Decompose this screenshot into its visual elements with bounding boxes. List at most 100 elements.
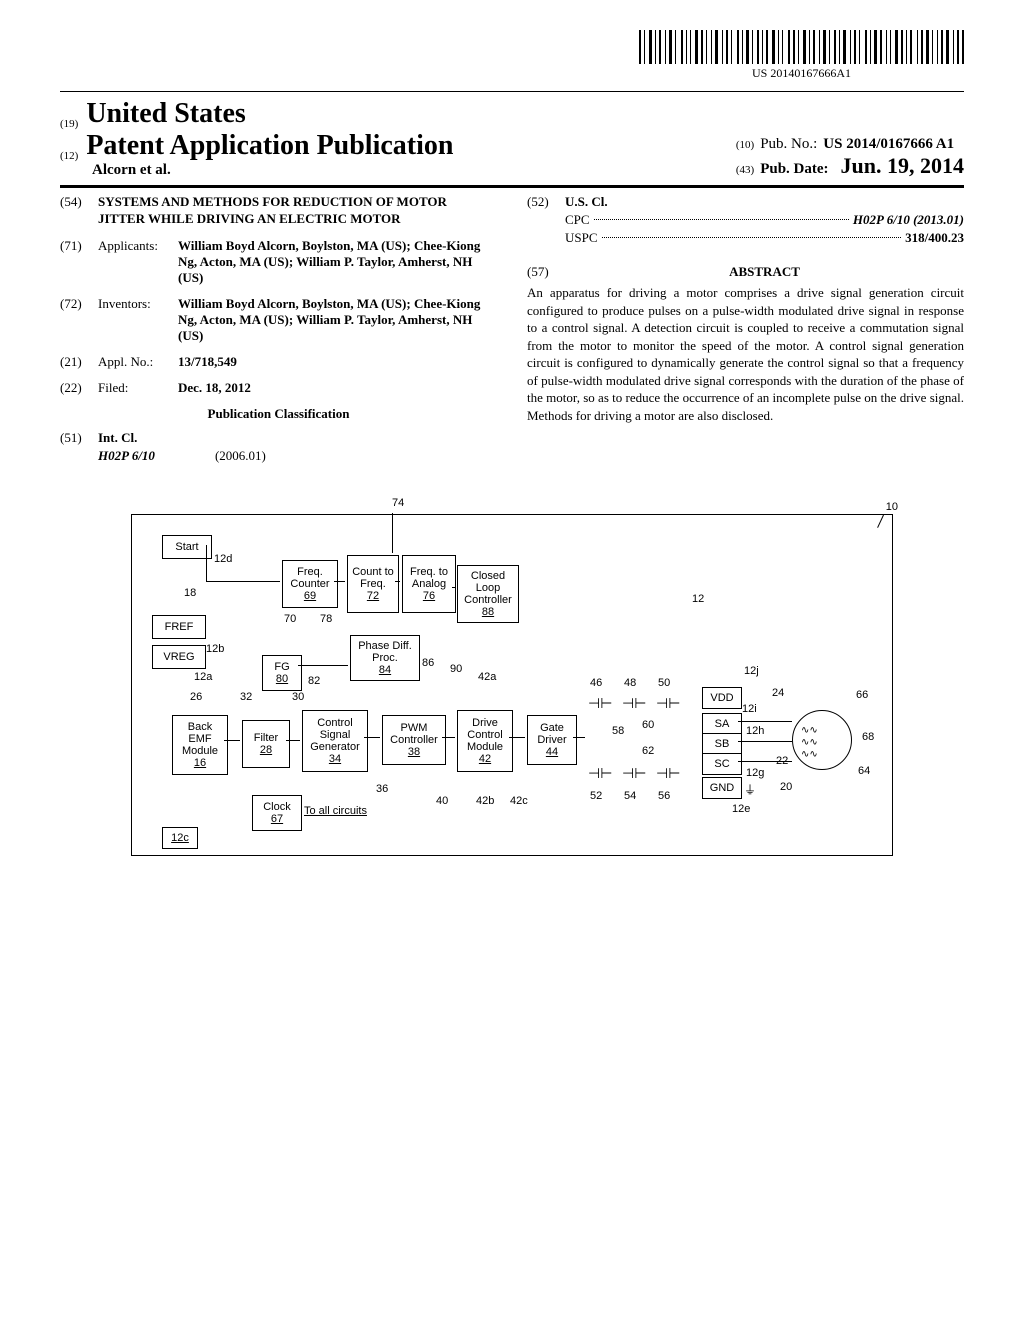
pubno-label: Pub. No.: [760, 136, 817, 153]
biblio-body: (54) SYSTEMS AND METHODS FOR REDUCTION O… [60, 194, 964, 474]
ref-42c: 42c [510, 795, 528, 807]
ref-12e: 12e [732, 803, 750, 815]
gnd-icon: ⏚ [744, 781, 756, 798]
ref-42b: 42b [476, 795, 494, 807]
ref-12i: 12i [742, 703, 757, 715]
transistor-icon: ⊣⊢ [656, 695, 680, 712]
box-count-to-freq: Count to Freq.72 [347, 555, 399, 613]
f22-num: (22) [60, 380, 90, 396]
cpc-lbl: CPC [565, 212, 590, 228]
box-pwm: PWM Controller38 [382, 715, 446, 765]
ref-12: 12 [692, 593, 704, 605]
box-back-emf: Back EMF Module16 [172, 715, 228, 775]
f52-lbl: U.S. Cl. [565, 194, 608, 209]
pin-gnd: GND [702, 777, 742, 799]
ref-12g: 12g [746, 767, 764, 779]
cpc-val: H02P 6/10 (2013.01) [853, 212, 964, 228]
ref-42a: 42a [478, 671, 496, 683]
ref-18: 18 [184, 587, 196, 599]
ref-48: 48 [624, 677, 636, 689]
ref-52: 52 [590, 790, 602, 802]
ref-50: 50 [658, 677, 670, 689]
ref-12a: 12a [194, 671, 212, 683]
box-start: Start [162, 535, 212, 559]
f51-num: (51) [60, 430, 90, 446]
ref-30: 30 [292, 691, 304, 703]
ref-20: 20 [780, 781, 792, 793]
transistor-icon: ⊣⊢ [588, 765, 612, 782]
f52-num: (52) [527, 194, 557, 210]
ref-62: 62 [642, 745, 654, 757]
ref-32: 32 [240, 691, 252, 703]
figure-wrap: 74 10 Start 12d FREF VREG 18 12b 12a Fre… [60, 514, 964, 856]
f71-lbl: Applicants: [98, 238, 170, 286]
pin-sa: SA [702, 713, 742, 735]
f51-lbl: Int. Cl. [98, 430, 137, 445]
ref-58: 58 [612, 725, 624, 737]
box-clock: Clock67 [252, 795, 302, 831]
f21-num: (21) [60, 354, 90, 370]
country: United States [86, 98, 245, 130]
ref-12h: 12h [746, 725, 764, 737]
motor-icon: ∿∿ ∿∿ ∿∿ [792, 710, 852, 770]
header-block: (19) United States (12) Patent Applicati… [60, 98, 964, 179]
f21-val: 13/718,549 [178, 354, 497, 370]
box-dcm: Drive Control Module42 [457, 710, 513, 772]
ref-54: 54 [624, 790, 636, 802]
ref-12b: 12b [206, 643, 224, 655]
pin-sc: SC [702, 753, 742, 775]
ref-12j: 12j [744, 665, 759, 677]
f72-num: (72) [60, 296, 90, 344]
ref-86: 86 [422, 657, 434, 669]
author-line: Alcorn et al. [92, 162, 453, 179]
barcode-row: US 20140167666A1 [60, 30, 964, 81]
box-filter: Filter28 [242, 720, 290, 768]
f21-lbl: Appl. No.: [98, 354, 170, 370]
ref-46: 46 [590, 677, 602, 689]
ref-36: 36 [376, 783, 388, 795]
box-12c: 12c [162, 827, 198, 849]
box-phase-diff: Phase Diff. Proc.84 [350, 635, 420, 681]
ref-12d: 12d [214, 553, 232, 565]
idx-43: (43) [736, 164, 754, 176]
abstract-label: ABSTRACT [729, 264, 800, 279]
ref-26: 26 [190, 691, 202, 703]
ref-60: 60 [642, 719, 654, 731]
ref-66: 66 [856, 689, 868, 701]
ref-56: 56 [658, 790, 670, 802]
patent-page: US 20140167666A1 (19) United States (12)… [0, 0, 1024, 886]
box-vreg: VREG [152, 645, 206, 669]
ref-70: 70 [284, 613, 296, 625]
pub-type: Patent Application Publication [86, 130, 453, 162]
box-csg: Control Signal Generator34 [302, 710, 368, 772]
f22-val: Dec. 18, 2012 [178, 380, 497, 396]
f54-num: (54) [60, 194, 90, 228]
f71-val: William Boyd Alcorn, Boylston, MA (US); … [178, 238, 497, 286]
barcode-number: US 20140167666A1 [639, 66, 964, 81]
f51-code: H02P 6/10 [98, 448, 155, 464]
box-closed-loop: Closed Loop Controller88 [457, 565, 519, 623]
ref-74: 74 [392, 497, 404, 509]
pubdate-label: Pub. Date: [760, 161, 828, 178]
idx-10: (10) [736, 139, 754, 151]
pin-sb: SB [702, 733, 742, 755]
pub-class-heading: Publication Classification [60, 406, 497, 422]
f51-date: (2006.01) [215, 448, 266, 464]
box-gate: Gate Driver44 [527, 715, 577, 765]
box-fg: FG80 [262, 655, 302, 691]
ref-68: 68 [862, 731, 874, 743]
pin-vdd: VDD [702, 687, 742, 709]
transistor-icon: ⊣⊢ [656, 765, 680, 782]
ref-40: 40 [436, 795, 448, 807]
pub-date: Jun. 19, 2014 [841, 153, 964, 179]
f54-title: SYSTEMS AND METHODS FOR REDUCTION OF MOT… [98, 194, 497, 228]
f71-num: (71) [60, 238, 90, 286]
ref-10: 10 [886, 501, 898, 513]
idx-12: (12) [60, 150, 78, 162]
uspc-val: 318/400.23 [905, 230, 964, 246]
ref-90: 90 [450, 663, 462, 675]
right-column: (52) U.S. Cl. CPC H02P 6/10 (2013.01) US… [527, 194, 964, 474]
ref-78: 78 [320, 613, 332, 625]
f57-num: (57) [527, 264, 557, 280]
transistor-icon: ⊣⊢ [588, 695, 612, 712]
